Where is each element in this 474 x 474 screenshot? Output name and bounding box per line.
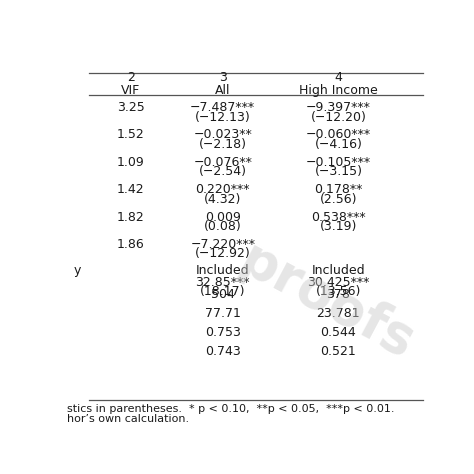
Text: 3.25: 3.25 bbox=[117, 101, 145, 114]
Text: 1.52: 1.52 bbox=[117, 128, 145, 141]
Text: y: y bbox=[74, 264, 82, 277]
Text: (−12.13): (−12.13) bbox=[195, 110, 251, 124]
Text: (−4.16): (−4.16) bbox=[314, 138, 363, 151]
Text: VIF: VIF bbox=[121, 84, 140, 97]
Text: 30.425***: 30.425*** bbox=[307, 275, 370, 289]
Text: (−12.20): (−12.20) bbox=[310, 110, 366, 124]
Text: (13.56): (13.56) bbox=[316, 285, 361, 298]
Text: (−2.18): (−2.18) bbox=[199, 138, 247, 151]
Text: −0.060***: −0.060*** bbox=[306, 128, 371, 141]
Text: All: All bbox=[215, 84, 230, 97]
Text: 1.86: 1.86 bbox=[117, 238, 145, 251]
Text: (4.32): (4.32) bbox=[204, 193, 241, 206]
Text: −0.023**: −0.023** bbox=[193, 128, 252, 141]
Text: −9.397***: −9.397*** bbox=[306, 101, 371, 114]
Text: 4: 4 bbox=[335, 71, 342, 84]
Text: (0.08): (0.08) bbox=[204, 220, 242, 233]
Text: High Income: High Income bbox=[299, 84, 378, 97]
Text: −0.076**: −0.076** bbox=[193, 156, 252, 169]
Text: 77.71: 77.71 bbox=[205, 307, 241, 319]
Text: hor’s own calculation.: hor’s own calculation. bbox=[66, 414, 189, 424]
Text: Included: Included bbox=[196, 264, 249, 277]
Text: 0.178**: 0.178** bbox=[314, 183, 363, 196]
Text: 32.85***: 32.85*** bbox=[195, 275, 250, 289]
Text: −0.105***: −0.105*** bbox=[306, 156, 371, 169]
Text: 1.42: 1.42 bbox=[117, 183, 145, 196]
Text: proofs: proofs bbox=[231, 234, 424, 369]
Text: 1.82: 1.82 bbox=[117, 210, 145, 224]
Text: 0.544: 0.544 bbox=[320, 326, 356, 338]
Text: 0.538***: 0.538*** bbox=[311, 210, 366, 224]
Text: (2.56): (2.56) bbox=[319, 193, 357, 206]
Text: 3: 3 bbox=[219, 71, 227, 84]
Text: (3.19): (3.19) bbox=[320, 220, 357, 233]
Text: 0.521: 0.521 bbox=[320, 345, 356, 357]
Text: −7.220***: −7.220*** bbox=[190, 238, 255, 251]
Text: 0.009: 0.009 bbox=[205, 210, 241, 224]
Text: 504: 504 bbox=[211, 288, 235, 301]
Text: stics in parentheses.  * p < 0.10,  **p < 0.05,  ***p < 0.01.: stics in parentheses. * p < 0.10, **p < … bbox=[66, 404, 394, 414]
Text: 2: 2 bbox=[127, 71, 135, 84]
Text: 23.781: 23.781 bbox=[317, 307, 360, 319]
Text: Included: Included bbox=[311, 264, 365, 277]
Text: (−3.15): (−3.15) bbox=[314, 165, 363, 178]
Text: 0.220***: 0.220*** bbox=[195, 183, 250, 196]
Text: (−2.54): (−2.54) bbox=[199, 165, 247, 178]
Text: 378: 378 bbox=[327, 288, 350, 301]
Text: (18.17): (18.17) bbox=[200, 285, 246, 298]
Text: 1.09: 1.09 bbox=[117, 156, 145, 169]
Text: 0.753: 0.753 bbox=[205, 326, 241, 338]
Text: (−12.92): (−12.92) bbox=[195, 247, 251, 261]
Text: −7.487***: −7.487*** bbox=[190, 101, 255, 114]
Text: 0.743: 0.743 bbox=[205, 345, 241, 357]
